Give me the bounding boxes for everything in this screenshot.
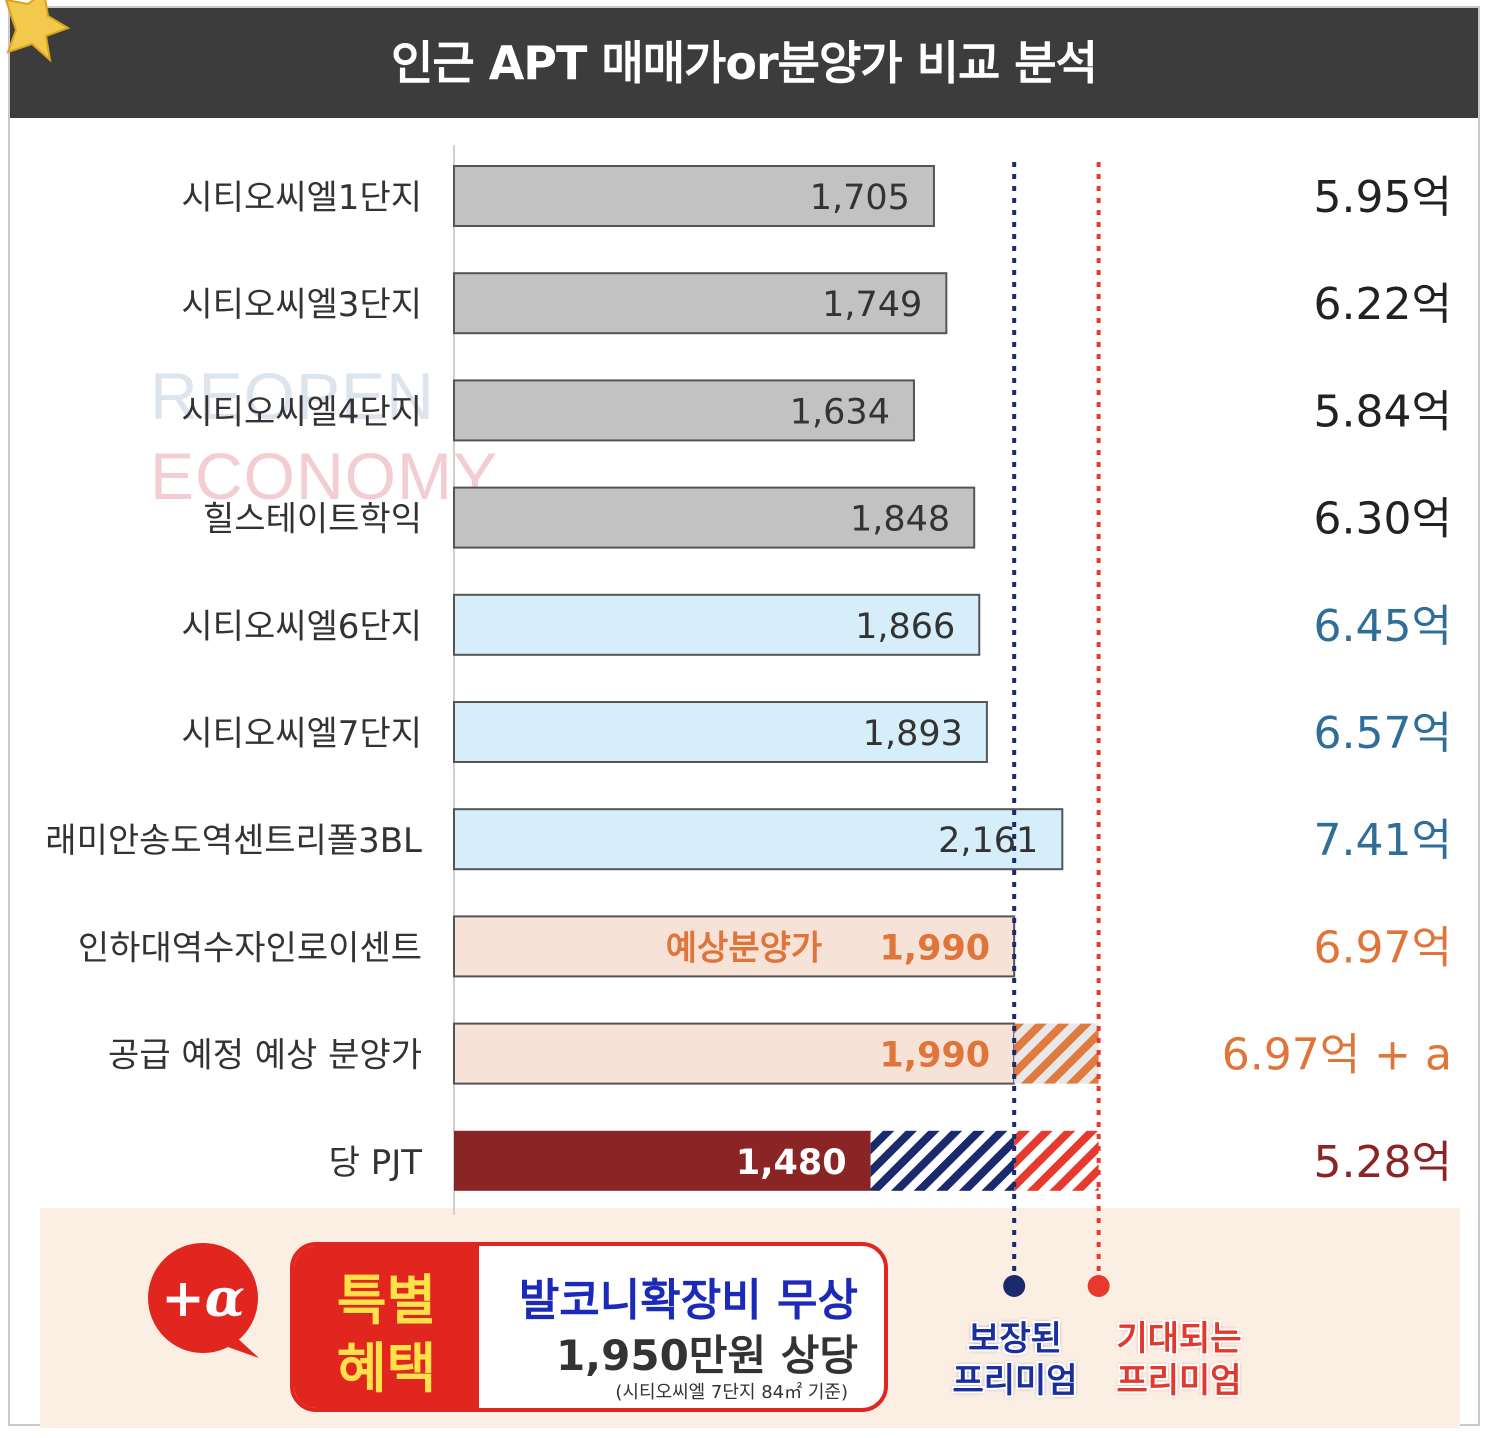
bar-value-label: 1,848 [850, 500, 950, 540]
category-label: 인하대역수자인로이센트 [78, 928, 422, 968]
category-label: 시티오씨엘7단지 [181, 714, 422, 754]
price-label: 7.41억 [1314, 815, 1452, 866]
price-label: 5.28억 [1314, 1137, 1452, 1188]
expected-premium-hatch [1014, 1130, 1099, 1191]
bar-value-label: 1,866 [855, 607, 955, 647]
guaranteed-premium-label: 보장된 프리미엄 [940, 1318, 1090, 1402]
alpha-badge-text: +α [161, 1268, 245, 1329]
benefit-value: 1,950만원 상당 [555, 1331, 858, 1380]
guaranteed-premium-hatch [870, 1130, 1015, 1191]
bar-value-label: 1,634 [790, 392, 890, 432]
bar-1 [453, 272, 948, 335]
special-benefit-box: 특별 혜택 발코니확장비 무상 1,950만원 상당 (시티오씨엘 7단지 84… [290, 1242, 888, 1412]
benefit-note: (시티오씨엘 7단지 84㎡ 기준) [615, 1382, 848, 1403]
bar-value-label: 2,161 [938, 821, 1038, 861]
price-label: 6.45억 [1314, 601, 1452, 652]
expected-premium-label: 기대되는 프리미엄 [1104, 1318, 1254, 1402]
bar-value-label: 1,893 [863, 714, 963, 754]
price-label: 5.84억 [1314, 386, 1452, 437]
bar-5 [453, 701, 988, 763]
price-label: 6.30억 [1314, 494, 1452, 545]
bar-value-label: 1,480 [736, 1143, 847, 1183]
guaranteed-premium-marker [1003, 1275, 1026, 1297]
expected-premium-marker [1087, 1275, 1110, 1297]
category-label: 래미안송도역센트리폴3BL [45, 821, 422, 861]
header-bar: 인근 APT 매매가or분양가 비교 분석 [10, 8, 1478, 118]
category-label: 힐스테이트학익 [203, 500, 422, 540]
guaranteed-premium-label-line2: 프리미엄 [952, 1361, 1078, 1401]
watermark-line2: ECONOMY [150, 439, 499, 513]
bar-2 [453, 379, 915, 442]
category-label: 당 PJT [329, 1143, 423, 1183]
category-label: 시티오씨엘6단지 [181, 607, 422, 647]
bar-value-label: 1,990 [879, 1036, 990, 1076]
bar-0 [453, 165, 935, 227]
bar-value-label: 1,990 [879, 928, 990, 968]
special-benefit-tag: 특별 혜택 [294, 1246, 479, 1408]
bar-3 [453, 486, 976, 549]
price-label: 6.97억 + a [1222, 1030, 1452, 1081]
chart-title: 인근 APT 매매가or분양가 비교 분석 [391, 36, 1098, 90]
special-benefit-tag-line2: 혜택 [336, 1337, 437, 1400]
watermark-line1: REOPEN [150, 359, 435, 433]
bar-9 [454, 1130, 871, 1191]
bar-7 [453, 915, 1016, 978]
bar-4 [453, 593, 981, 656]
star-icon [4, 0, 71, 63]
alpha-plus-icon: +α [148, 1243, 259, 1358]
price-label: 6.97억 [1314, 922, 1452, 973]
category-label: 시티오씨엘1단지 [181, 178, 422, 218]
bar-prefix-label: 예상분양가 [666, 928, 822, 968]
guaranteed-premium-label-line1: 보장된 [968, 1319, 1062, 1359]
bar-value-label: 1,749 [822, 285, 922, 325]
special-benefit-tag-line1: 특별 [336, 1269, 437, 1332]
bar-value-label: 1,705 [810, 178, 910, 218]
category-label: 공급 예정 예상 분양가 [108, 1036, 422, 1076]
expected-premium-hatch-8 [1014, 1023, 1099, 1084]
bar-6 [453, 808, 1064, 871]
expected-premium-label-line1: 기대되는 [1116, 1319, 1242, 1359]
category-label: 시티오씨엘4단지 [181, 392, 422, 432]
expected-premium-label-line2: 프리미엄 [1116, 1361, 1242, 1401]
price-label: 5.95억 [1314, 172, 1452, 223]
price-label: 6.57억 [1314, 708, 1452, 759]
benefit-title: 발코니확장비 무상 [518, 1275, 858, 1326]
category-label: 시티오씨엘3단지 [181, 285, 422, 325]
price-label: 6.22억 [1314, 279, 1452, 330]
